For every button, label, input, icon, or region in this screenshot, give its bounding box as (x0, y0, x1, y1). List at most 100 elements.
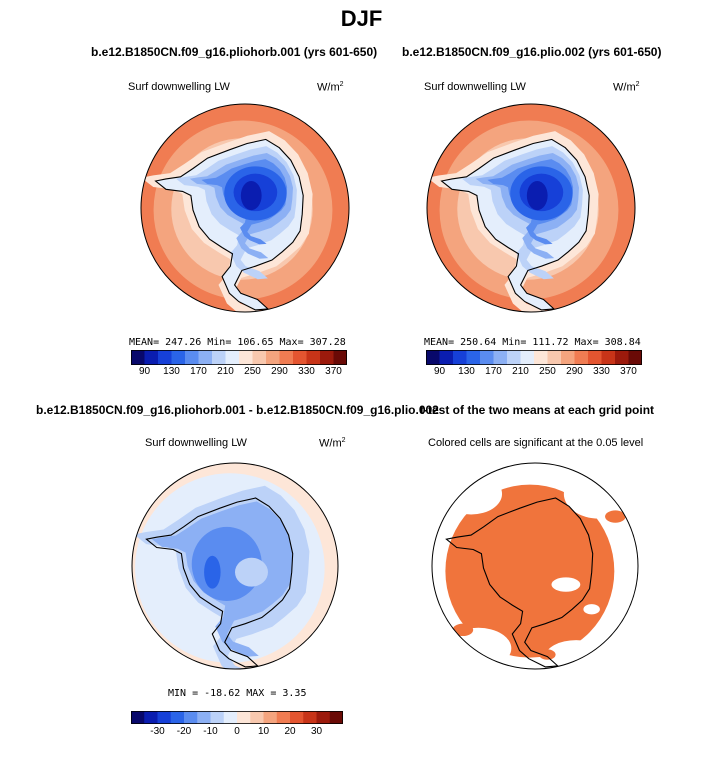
panel2-colorbar (426, 350, 642, 365)
colorbar-cell (601, 350, 616, 365)
map-border (431, 462, 639, 670)
panel3-title: b.e12.B1850CN.f09_g16.pliohorb.001 - b.e… (36, 403, 439, 417)
panel1-stats: MEAN= 247.26 Min= 106.65 Max= 307.28 (129, 337, 346, 348)
colorbar-tick-label: 210 (217, 366, 234, 377)
colorbar-cell (198, 350, 213, 365)
colorbar-tick-label: 250 (539, 366, 556, 377)
colorbar-tick-label: -30 (150, 726, 165, 737)
colorbar-cell (279, 350, 294, 365)
colorbar-tick-label: 290 (566, 366, 583, 377)
colorbar-cell (184, 711, 198, 724)
colorbar-tick-label: -10 (203, 726, 218, 737)
colorbar-cell (250, 711, 264, 724)
significant-region (445, 484, 615, 658)
colorbar-tick-label: 90 (138, 366, 151, 377)
panel2-colorbar-ticks: 90 130 170 210 250 290 330 370 (426, 366, 642, 380)
coastline (154, 138, 304, 311)
coastline (445, 497, 594, 668)
plateau-110 (240, 180, 262, 211)
colorbar-tick-label: 90 (433, 366, 446, 377)
colorbar-cell (157, 711, 172, 724)
panel1-colorbar-ticks: 90 130 170 210 250 290 330 370 (131, 366, 347, 380)
colorbar-cell (329, 711, 343, 724)
colorbar-tick-label: 330 (298, 366, 315, 377)
panel3-colorbar (131, 711, 343, 724)
colorbar-cell (574, 350, 589, 365)
colorbar-cell (170, 711, 185, 724)
colorbar-cell (131, 711, 145, 724)
colorbar-cell (252, 350, 267, 365)
colorbar-cell (333, 350, 347, 365)
colorbar-tick-label: -20 (176, 726, 192, 737)
plateau-110 (526, 180, 548, 211)
colorbar-cell (239, 350, 253, 365)
colorbar-cell (263, 711, 278, 724)
colorbar-cell (615, 350, 629, 365)
panel3-colorbar-ticks: -30 -20 -10 0 10 20 30 (131, 726, 343, 740)
colorbar-tick-label: 170 (190, 366, 207, 377)
colorbar-cell (561, 350, 575, 365)
figure-title: DJF (340, 6, 383, 31)
panel2-stats: MEAN= 250.64 Min= 111.72 Max= 308.84 (424, 337, 641, 348)
map-border (131, 462, 339, 670)
colorbar-cell (306, 350, 321, 365)
colorbar-cell (237, 711, 251, 724)
panel2-variable: Surf downwelling LW (424, 81, 526, 93)
colorbar-cell (426, 350, 440, 365)
colorbar-cell (144, 350, 159, 365)
colorbar-cell (480, 350, 494, 365)
colorbar-cell (547, 350, 562, 365)
colorbar-cell (185, 350, 199, 365)
map-border (140, 103, 350, 313)
colorbar-cell (290, 711, 304, 724)
colorbar-cell (534, 350, 548, 365)
panel1-variable: Surf downwelling LW (128, 81, 230, 93)
panel3-variable: Surf downwelling LW (145, 437, 247, 449)
colorbar-cell (210, 711, 225, 724)
colorbar-cell (453, 350, 467, 365)
colorbar-cell (520, 350, 535, 365)
colorbar-tick-label: 10 (257, 726, 270, 737)
colorbar-cell (144, 711, 158, 724)
colorbar-cell (171, 350, 186, 365)
coastline (145, 497, 294, 668)
colorbar-cell (316, 711, 331, 724)
colorbar-cell (320, 350, 334, 365)
colorbar-tick-label: 30 (310, 726, 323, 737)
colorbar-cell (439, 350, 454, 365)
colorbar-tick-label: 130 (458, 366, 475, 377)
panel1-title: b.e12.B1850CN.f09_g16.pliohorb.001 (yrs … (91, 45, 378, 59)
colorbar-tick-label: 20 (284, 726, 296, 737)
panel2-map (426, 103, 636, 313)
colorbar-cell (212, 350, 226, 365)
colorbar-cell (225, 350, 240, 365)
panel4-title: t-test of the two means at each grid poi… (420, 403, 655, 417)
colorbar-cell (466, 350, 481, 365)
colorbar-tick-label: 370 (620, 366, 637, 377)
colorbar-cell (507, 350, 521, 365)
panel2-units: W/m2 (613, 81, 640, 94)
panel4-map (431, 462, 639, 670)
colorbar-tick-label: 130 (163, 366, 180, 377)
colorbar-cell (588, 350, 602, 365)
colorbar-cell (223, 711, 238, 724)
panel1-map (140, 103, 350, 313)
diff-m25to20 (204, 555, 221, 589)
colorbar-tick-label: 370 (325, 366, 342, 377)
panel1-colorbar (131, 350, 347, 365)
colorbar-cell (158, 350, 172, 365)
colorbar-tick-label: 250 (244, 366, 261, 377)
panel3-units: W/m2 (319, 437, 346, 450)
colorbar-cell (266, 350, 280, 365)
colorbar-tick-label: 210 (512, 366, 529, 377)
colorbar-cell (131, 350, 145, 365)
colorbar-cell (493, 350, 508, 365)
colorbar-cell (276, 711, 291, 724)
colorbar-tick-label: 170 (485, 366, 502, 377)
colorbar-tick-label: 290 (271, 366, 288, 377)
diff-patch (235, 557, 268, 587)
colorbar-cell (197, 711, 211, 724)
panel4-subtitle: Colored cells are significant at the 0.0… (428, 437, 644, 449)
coastline (440, 138, 590, 311)
panel1-units: W/m2 (317, 81, 344, 94)
